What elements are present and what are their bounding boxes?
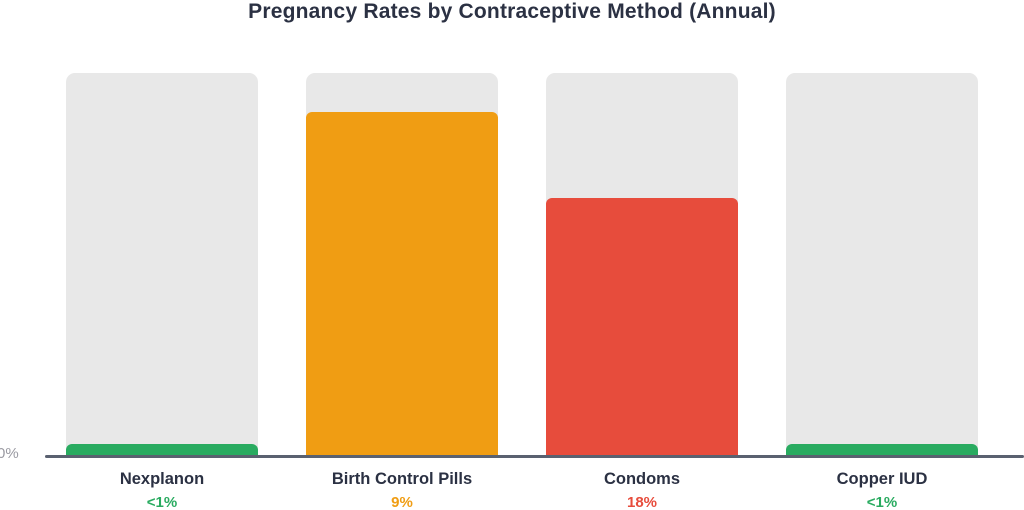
bar-group-copper-iud bbox=[786, 73, 978, 455]
label-group: Copper IUD <1% bbox=[786, 468, 978, 510]
label-group: Birth Control Pills 9% bbox=[306, 468, 498, 510]
category-label: Birth Control Pills bbox=[331, 470, 473, 488]
value-label: 18% bbox=[626, 494, 658, 510]
y-axis-tick-label: 0% bbox=[0, 445, 19, 462]
value-label: <1% bbox=[146, 494, 178, 510]
category-label: Nexplanon bbox=[119, 470, 205, 488]
bar-fill bbox=[66, 444, 258, 455]
bar-track bbox=[306, 73, 498, 455]
value-label: 9% bbox=[391, 494, 413, 510]
bar-group-condoms bbox=[546, 73, 738, 455]
bar-group-nexplanon bbox=[66, 73, 258, 455]
bar-track bbox=[66, 73, 258, 455]
category-label: Copper IUD bbox=[836, 470, 928, 488]
bar-fill bbox=[546, 198, 738, 455]
category-label: Condoms bbox=[603, 470, 681, 488]
label-group: Condoms 18% bbox=[546, 468, 738, 510]
bar-track bbox=[786, 73, 978, 455]
chart-title: Pregnancy Rates by Contraceptive Method … bbox=[248, 0, 776, 23]
label-group: Nexplanon <1% bbox=[66, 468, 258, 510]
bar-group-birth-control-pills bbox=[306, 73, 498, 455]
bar-fill bbox=[786, 444, 978, 455]
x-axis-line bbox=[45, 455, 1024, 458]
value-label: <1% bbox=[866, 494, 898, 510]
bar-fill bbox=[306, 112, 498, 455]
bar-track bbox=[546, 73, 738, 455]
